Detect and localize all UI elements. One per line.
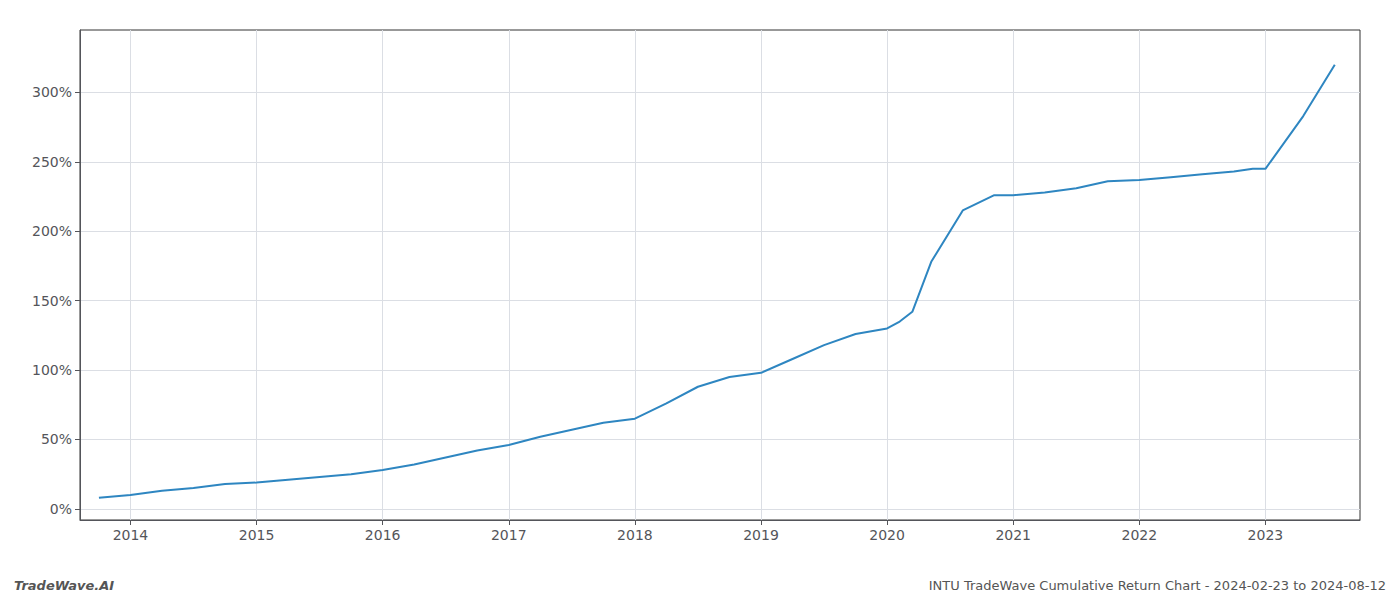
svg-text:0%: 0%	[50, 501, 72, 517]
svg-text:50%: 50%	[41, 431, 72, 447]
svg-text:2014: 2014	[113, 527, 149, 543]
svg-text:2022: 2022	[1121, 527, 1157, 543]
svg-text:250%: 250%	[32, 154, 72, 170]
svg-text:150%: 150%	[32, 293, 72, 309]
svg-text:2015: 2015	[239, 527, 275, 543]
svg-text:TradeWave.AI: TradeWave.AI	[14, 578, 114, 593]
svg-text:2019: 2019	[743, 527, 779, 543]
svg-text:2018: 2018	[617, 527, 653, 543]
svg-text:300%: 300%	[32, 84, 72, 100]
svg-text:2021: 2021	[995, 527, 1031, 543]
svg-text:2023: 2023	[1248, 527, 1284, 543]
svg-text:100%: 100%	[32, 362, 72, 378]
svg-text:2020: 2020	[869, 527, 905, 543]
svg-text:INTU TradeWave Cumulative Retu: INTU TradeWave Cumulative Return Chart -…	[929, 578, 1386, 593]
svg-text:200%: 200%	[32, 223, 72, 239]
svg-text:2016: 2016	[365, 527, 401, 543]
svg-text:2017: 2017	[491, 527, 527, 543]
